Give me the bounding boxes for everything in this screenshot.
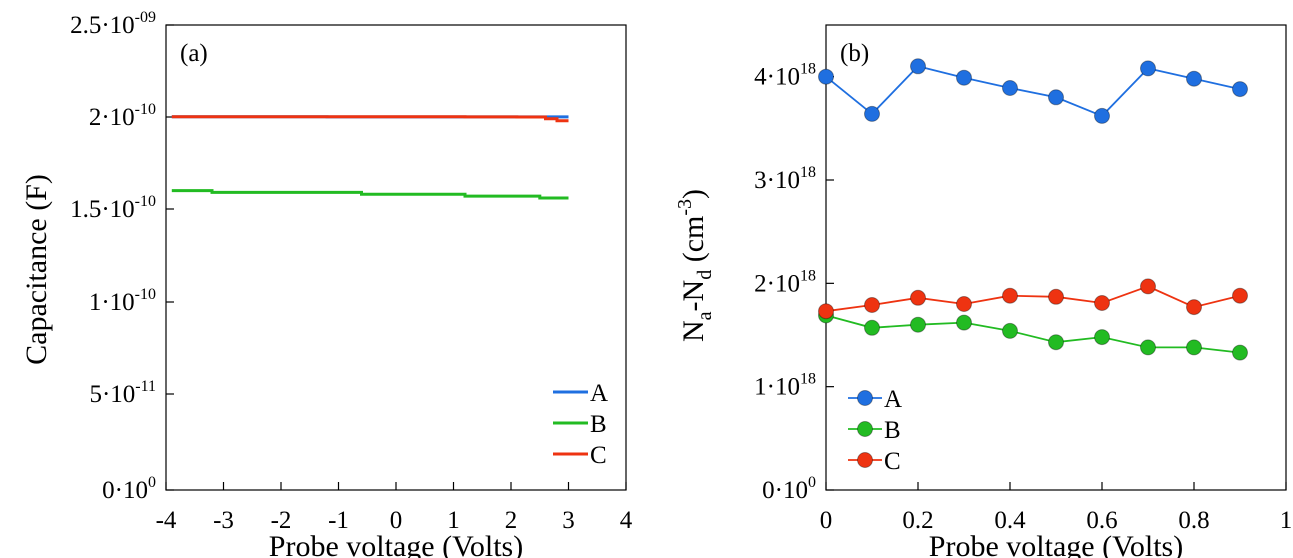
y-tick-label: 0·100 (762, 474, 816, 504)
panel-label: (b) (840, 40, 869, 67)
y-label-part: -N (677, 280, 710, 312)
y-tick-mantissa: 1.5·10 (70, 196, 135, 223)
legend-marker-A (858, 391, 873, 406)
data-point-B (1187, 340, 1202, 355)
y-tick-exponent: 0 (808, 474, 816, 491)
y-tick-mantissa: 2·10 (754, 270, 800, 297)
y-tick-label: 3·1018 (754, 164, 816, 194)
series-line-B (826, 315, 1240, 352)
y-tick-exponent: -11 (135, 378, 156, 395)
y-tick-label: 1·10-10 (89, 286, 156, 316)
y-tick-mantissa: 4·10 (754, 64, 800, 91)
series-line-A (826, 66, 1240, 116)
y-tick-mantissa: 2·10 (89, 104, 135, 131)
legend-label: B (884, 417, 901, 444)
data-point-C (819, 304, 834, 319)
y-label-part: (cm (677, 216, 710, 270)
panel-a: -4 -3 -2 -1 0 1 2 3 40·1005·10-111·10-101.5·10-1… (20, 9, 633, 558)
y-tick-label: 2.5·10-09 (70, 9, 156, 39)
y-tick-mantissa: 1·10 (754, 374, 800, 401)
y-tick-mantissa: 1·10 (89, 289, 135, 316)
y-tick-label: 1·1018 (754, 371, 816, 401)
data-point-B (1095, 330, 1110, 345)
data-point-B (865, 320, 880, 335)
data-point-C (865, 298, 880, 313)
y-tick-mantissa: 3·10 (754, 167, 800, 194)
y-tick-mantissa: 0·10 (762, 477, 808, 504)
legend-label: A (590, 380, 608, 407)
x-tick-label: -3 (213, 507, 234, 534)
series-line-C (172, 117, 569, 121)
plot-frame (166, 25, 626, 490)
data-point-A (1187, 71, 1202, 86)
y-tick-label: 5·10-11 (89, 378, 156, 408)
y-tick-exponent: -10 (135, 286, 156, 303)
panel-label: (a) (180, 40, 208, 67)
x-tick-label: 4 (620, 507, 633, 534)
data-point-A (1003, 81, 1018, 96)
y-tick-exponent: 18 (800, 267, 816, 284)
data-point-C (1141, 279, 1156, 294)
panel-b: 0 0.2 0.4 0.6 0.8 10·1001·10182·10183·10184·1… (674, 25, 1292, 558)
y-axis-label: Capacitance (F) (20, 174, 53, 365)
legend-label: C (590, 442, 607, 469)
y-label-subscript: a (694, 311, 716, 320)
x-tick-label: 0 (820, 507, 833, 534)
data-point-B (1003, 323, 1018, 338)
y-tick-exponent: 18 (800, 371, 816, 388)
x-tick-label: -4 (156, 507, 177, 534)
y-label-subscript: d (694, 270, 716, 280)
data-point-B (1141, 340, 1156, 355)
y-tick-label: 2·1018 (754, 267, 816, 297)
y-tick-exponent: -10 (135, 101, 156, 118)
legend-marker-C (858, 453, 873, 468)
y-tick-exponent: 18 (800, 164, 816, 181)
legend-label: B (590, 411, 607, 438)
data-point-C (1095, 296, 1110, 311)
y-tick-label: 1.5·10-10 (70, 193, 156, 223)
y-tick-exponent: -09 (135, 9, 156, 26)
data-point-B (1233, 345, 1248, 360)
x-tick-label: 3 (562, 507, 575, 534)
legend-marker-B (858, 422, 873, 437)
y-tick-label: 0·100 (102, 474, 156, 504)
data-point-A (911, 59, 926, 74)
y-tick-mantissa: 0·10 (102, 477, 148, 504)
series-line-B (172, 191, 569, 198)
data-point-C (1049, 289, 1064, 304)
y-tick-label: 4·1018 (754, 61, 816, 91)
data-point-C (1233, 288, 1248, 303)
data-point-C (957, 297, 972, 312)
data-point-C (1187, 300, 1202, 315)
data-point-B (911, 317, 926, 332)
data-point-C (1003, 288, 1018, 303)
data-point-A (819, 69, 834, 84)
y-tick-exponent: -10 (135, 193, 156, 210)
data-point-C (911, 290, 926, 305)
x-axis-label: Probe voltage (Volts) (269, 530, 523, 558)
y-label-superscript: -3 (674, 199, 696, 216)
data-point-B (957, 315, 972, 330)
data-point-A (1141, 61, 1156, 76)
y-tick-exponent: 0 (148, 474, 156, 491)
y-tick-label: 2·10-10 (89, 101, 156, 131)
x-tick-label: 1 (1280, 507, 1293, 534)
y-tick-mantissa: 2.5·10 (70, 12, 135, 39)
data-point-A (1233, 82, 1248, 97)
y-tick-mantissa: 5·10 (89, 381, 135, 408)
y-label-part: N (677, 320, 710, 342)
data-point-A (865, 106, 880, 121)
series-line-C (826, 286, 1240, 311)
y-axis-label: Na-Nd (cm-3) (674, 189, 716, 342)
legend-label: A (884, 386, 902, 413)
y-tick-exponent: 18 (800, 61, 816, 78)
x-axis-label: Probe voltage (Volts) (929, 530, 1183, 558)
data-point-A (957, 70, 972, 85)
data-point-A (1095, 108, 1110, 123)
data-point-B (1049, 335, 1064, 350)
data-point-A (1049, 90, 1064, 105)
y-label-part: ) (677, 189, 710, 199)
legend-label: C (884, 448, 901, 475)
